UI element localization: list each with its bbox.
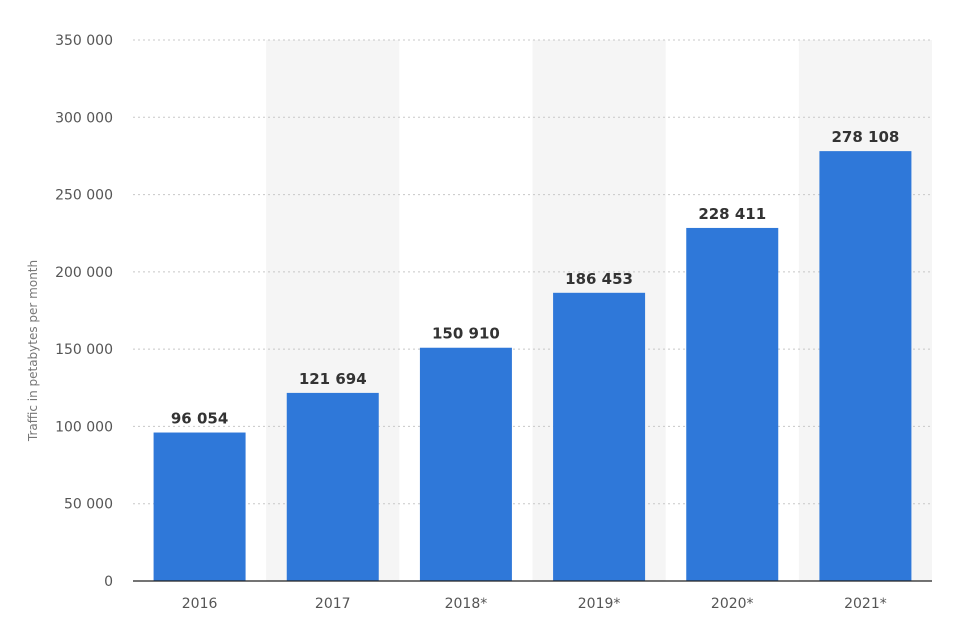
x-axis-ticks: 2016 2017 2018* 2019* 2020* 2021* [182,596,887,612]
data-label: 121 694 [299,370,367,388]
x-tick-label: 2020* [711,596,754,612]
bar [819,151,912,581]
bar [153,432,246,581]
data-labels: 96 054 121 694 150 910 186 453 228 411 278 10… [171,128,899,427]
gridlines [133,39,932,505]
x-tick-label: 2016 [182,596,218,612]
y-tick-label: 100 000 [55,419,113,435]
data-label: 228 411 [698,205,766,223]
x-tick-label: 2017 [315,596,351,612]
y-tick-label: 300 000 [55,110,113,126]
x-tick-label: 2018* [445,596,488,612]
y-axis-label: Traffic in petabytes per month [26,260,40,442]
y-axis-ticks: 0 50 000 100 000 150 000 200 000 250 000 300 0… [55,33,113,590]
bar [419,347,512,581]
bar [686,227,779,582]
y-tick-label: 50 000 [64,497,113,513]
data-label: 96 054 [171,410,228,428]
y-tick-label: 250 000 [55,188,113,204]
bars [153,151,912,582]
x-tick-label: 2021* [844,596,887,612]
bar [553,292,646,581]
bar [286,392,379,581]
y-tick-label: 200 000 [55,265,113,281]
data-label: 186 453 [565,270,633,288]
y-tick-label: 0 [104,574,113,590]
data-label: 278 108 [831,128,899,146]
y-tick-label: 350 000 [55,33,113,49]
y-tick-label: 150 000 [55,342,113,358]
x-tick-label: 2019* [578,596,621,612]
data-label: 150 910 [432,325,500,343]
